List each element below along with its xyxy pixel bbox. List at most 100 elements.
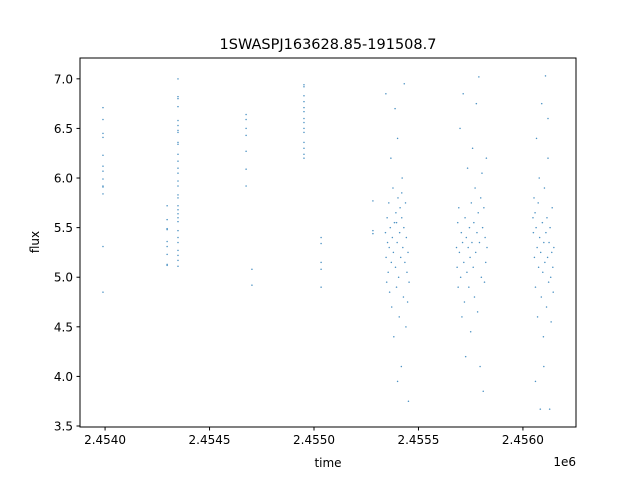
y-tick-label: 6.0 — [54, 172, 73, 186]
data-point — [177, 205, 179, 207]
data-point — [532, 216, 534, 219]
data-point — [399, 256, 402, 259]
data-point — [102, 245, 104, 248]
data-point — [399, 207, 401, 209]
data-point — [545, 231, 547, 234]
y-tick-label: 6.5 — [54, 122, 73, 136]
data-point — [463, 301, 466, 303]
data-point — [177, 236, 179, 239]
data-point — [550, 321, 552, 323]
data-point — [387, 271, 389, 274]
data-point — [540, 102, 543, 105]
data-point — [390, 261, 393, 264]
y-tick-label: 5.5 — [54, 221, 73, 235]
y-tick-label: 7.0 — [54, 72, 73, 86]
data-point — [385, 256, 387, 259]
data-point — [391, 236, 394, 239]
data-point — [245, 118, 247, 121]
data-point — [251, 284, 253, 286]
x-axis-offset-label: 1e6 — [553, 455, 576, 469]
data-point — [177, 197, 179, 199]
data-point — [177, 254, 179, 257]
data-point — [166, 253, 168, 256]
data-point — [320, 242, 322, 245]
data-point — [303, 157, 305, 159]
data-point — [401, 192, 403, 194]
data-point — [177, 105, 179, 108]
data-point — [547, 117, 549, 120]
data-point — [406, 271, 408, 274]
data-point — [479, 365, 481, 368]
data-point — [177, 167, 179, 169]
data-point — [534, 211, 536, 214]
data-point — [545, 306, 548, 308]
data-point — [469, 256, 471, 259]
data-point — [533, 256, 536, 259]
data-point — [552, 291, 554, 293]
data-point — [393, 221, 396, 224]
data-point — [466, 167, 469, 169]
data-point — [177, 78, 179, 80]
data-point — [397, 276, 400, 278]
data-point — [473, 296, 476, 298]
data-point — [392, 251, 395, 254]
data-point — [472, 266, 474, 269]
data-point — [400, 365, 403, 368]
data-point — [402, 246, 404, 249]
data-point — [474, 187, 476, 189]
data-point — [384, 231, 387, 234]
data-point — [245, 113, 247, 116]
data-point — [466, 271, 468, 274]
x-tick-label: 2.4560 — [502, 433, 544, 447]
data-point — [389, 226, 392, 229]
data-point — [457, 286, 459, 288]
data-point — [392, 187, 394, 189]
data-point — [405, 326, 407, 328]
data-point — [395, 211, 397, 214]
data-point — [388, 202, 390, 204]
data-point — [462, 92, 464, 95]
data-point — [102, 291, 104, 293]
data-point — [535, 226, 537, 229]
data-point — [177, 119, 179, 122]
data-point — [303, 153, 305, 155]
data-point — [476, 231, 478, 234]
data-point — [539, 251, 542, 254]
data-point — [543, 241, 545, 244]
data-point — [166, 245, 168, 248]
data-point — [388, 246, 390, 249]
axes-frame — [79, 57, 577, 428]
data-point — [477, 211, 479, 214]
data-point — [177, 153, 179, 155]
data-point — [397, 197, 399, 199]
data-point — [177, 249, 179, 252]
y-axis-label: flux — [28, 231, 42, 253]
data-point — [390, 306, 393, 308]
y-tick-label: 3.5 — [54, 420, 73, 434]
data-points — [102, 75, 555, 410]
data-point — [470, 202, 473, 204]
data-point — [471, 147, 474, 150]
data-point — [481, 172, 483, 174]
data-point — [549, 276, 552, 278]
data-point — [478, 76, 480, 78]
data-point — [395, 286, 398, 288]
data-point — [372, 229, 374, 232]
data-point — [455, 246, 458, 249]
data-point — [303, 147, 305, 150]
x-axis-ticks: 2.4540 2.4545 2.4550 2.4555 2.4560 — [84, 427, 544, 447]
data-point — [461, 241, 464, 244]
data-point — [102, 154, 104, 156]
data-point — [480, 276, 483, 278]
data-point — [385, 92, 387, 95]
data-point — [303, 117, 305, 120]
data-point — [396, 241, 398, 244]
data-point — [303, 141, 305, 144]
data-point — [536, 246, 538, 249]
data-point — [102, 186, 104, 188]
data-point — [245, 168, 247, 170]
data-point — [401, 177, 403, 179]
data-point — [537, 266, 540, 269]
data-point — [303, 121, 305, 124]
data-point — [543, 187, 546, 189]
